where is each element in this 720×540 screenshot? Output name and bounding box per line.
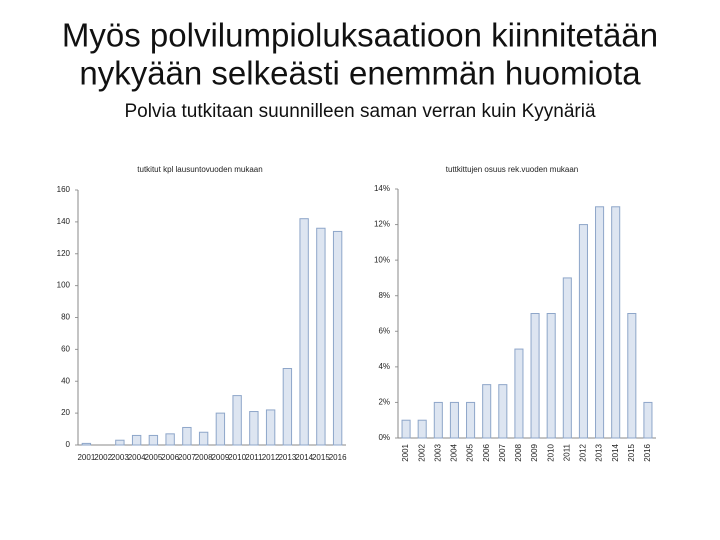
chart-title: tutkitut kpl lausuntovuoden mukaan <box>137 165 262 174</box>
bar <box>182 426 192 446</box>
y-tick-label: 8% <box>378 291 390 300</box>
x-tick-label: 2008 <box>514 443 523 461</box>
x-tick-label: 2012 <box>262 453 280 462</box>
x-tick-label: 2004 <box>128 453 146 462</box>
y-tick-label: 14% <box>374 184 390 193</box>
x-tick-label: 2007 <box>498 443 507 461</box>
y-tick-label: 0% <box>378 433 390 442</box>
bar <box>265 409 276 446</box>
x-tick-label: 2005 <box>144 453 162 462</box>
bar <box>81 442 92 446</box>
bar <box>643 401 653 439</box>
bar <box>232 395 242 446</box>
y-tick-label: 160 <box>57 185 71 194</box>
bar <box>215 412 226 446</box>
bar <box>627 313 637 439</box>
x-tick-label: 2006 <box>161 453 179 462</box>
y-tick-label: 0 <box>66 440 71 449</box>
y-tick-label: 40 <box>61 376 70 385</box>
x-tick-label: 2008 <box>195 453 213 462</box>
y-tick-label: 80 <box>61 313 70 322</box>
bar <box>198 431 209 446</box>
x-tick-label: 2011 <box>245 453 263 462</box>
x-tick-label: 2007 <box>178 453 196 462</box>
x-tick-label: 2010 <box>228 453 246 462</box>
x-tick-label: 2009 <box>211 453 229 462</box>
x-tick-label: 2011 <box>562 443 571 461</box>
bar <box>578 224 588 439</box>
x-tick-label: 2003 <box>111 453 129 462</box>
x-tick-label: 2010 <box>546 443 555 461</box>
x-tick-label: 2004 <box>450 443 459 461</box>
x-tick-label: 2001 <box>401 443 410 461</box>
bar <box>562 277 572 439</box>
x-tick-label: 2005 <box>466 443 475 461</box>
bar <box>466 401 476 439</box>
x-tick-label: 2002 <box>417 443 426 461</box>
slide-title: nykyään selkeästi enemmän huomiota <box>79 55 641 92</box>
x-tick-label: 2002 <box>94 453 112 462</box>
bar <box>249 411 259 446</box>
x-tick-label: 2003 <box>433 443 442 461</box>
x-tick-label: 2006 <box>482 443 491 461</box>
y-tick-label: 140 <box>57 217 71 226</box>
bar <box>401 419 411 439</box>
slide-subtitle: Polvia tutkitaan suunnilleen saman verra… <box>124 101 595 122</box>
bar <box>316 227 326 446</box>
y-tick-label: 20 <box>61 408 70 417</box>
y-tick-label: 4% <box>378 362 390 371</box>
y-tick-label: 10% <box>374 255 390 264</box>
x-tick-label: 2013 <box>278 453 296 462</box>
x-tick-label: 2014 <box>295 453 313 462</box>
x-tick-label: 2015 <box>627 443 636 461</box>
bar <box>514 348 524 439</box>
x-tick-label: 2016 <box>643 443 652 461</box>
bar <box>165 433 175 446</box>
bar <box>131 434 142 446</box>
bar <box>449 401 459 439</box>
bar <box>530 313 540 439</box>
bar <box>299 218 309 446</box>
bar <box>332 230 343 446</box>
bar <box>148 434 159 446</box>
bar <box>611 206 621 439</box>
x-tick-label: 2013 <box>595 443 604 461</box>
bar <box>546 313 556 439</box>
x-tick-label: 2014 <box>611 443 620 461</box>
y-tick-label: 120 <box>57 249 71 258</box>
x-tick-label: 2001 <box>77 453 95 462</box>
x-tick-label: 2016 <box>329 453 347 462</box>
y-tick-label: 6% <box>378 326 390 335</box>
bar <box>595 206 605 439</box>
chart-title: tuttkittujen osuus rek.vuoden mukaan <box>446 165 579 174</box>
x-tick-label: 2012 <box>579 443 588 461</box>
y-tick-label: 12% <box>374 220 390 229</box>
slide-title: Myös polvilumpioluksaatioon kiinnitetään <box>62 17 658 54</box>
bar <box>498 384 508 439</box>
bar <box>433 401 443 439</box>
y-tick-label: 100 <box>57 281 71 290</box>
y-tick-label: 60 <box>61 344 70 353</box>
bar <box>482 384 492 439</box>
bar <box>282 368 293 446</box>
bar <box>115 439 125 446</box>
y-tick-label: 2% <box>378 398 390 407</box>
x-tick-label: 2015 <box>312 453 330 462</box>
x-tick-label: 2009 <box>530 443 539 461</box>
bar <box>417 419 427 439</box>
